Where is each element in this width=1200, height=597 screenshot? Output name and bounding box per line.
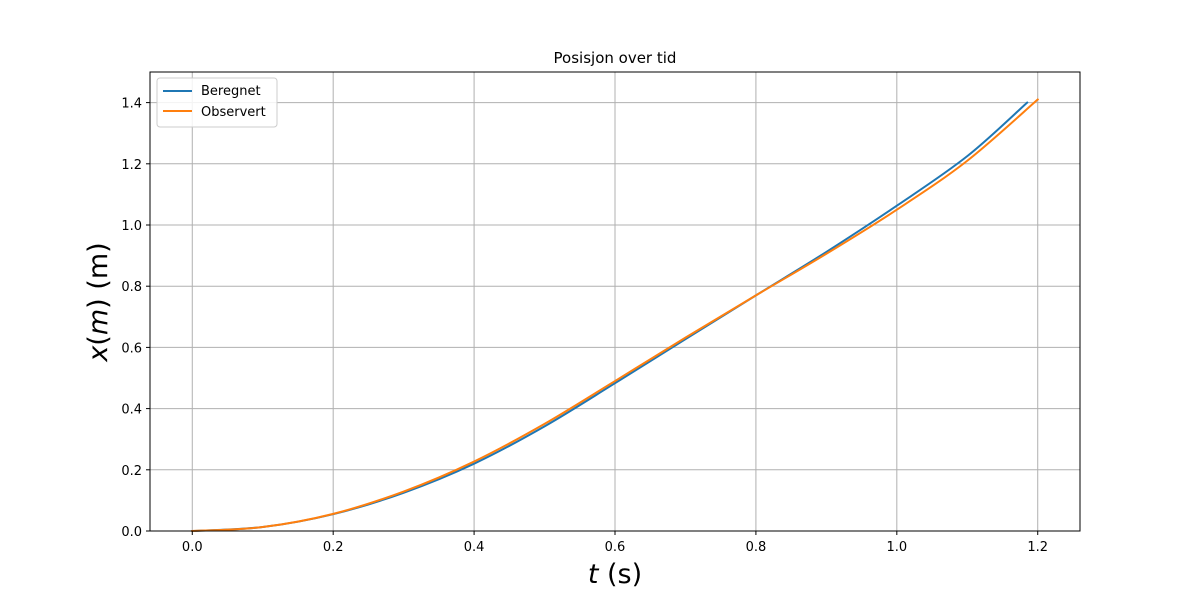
y-tick-label: 0.2 (121, 464, 142, 479)
legend-label-observert: Observert (201, 105, 266, 120)
y-tick-label: 0.0 (121, 525, 142, 540)
series-line-beregnet (191, 101, 1029, 533)
x-axis-label: t (s) (588, 559, 642, 590)
x-tick-label: 0.8 (746, 540, 767, 555)
y-tick-label: 0.8 (121, 280, 142, 295)
y-tick-label: 0.6 (121, 341, 142, 356)
grid (150, 72, 1080, 532)
x-tick-label: 0.4 (464, 540, 485, 555)
x-tick-label: 1.2 (1027, 540, 1048, 555)
y-tick-label: 0.4 (121, 403, 142, 418)
x-tick-label: 1.0 (886, 540, 907, 555)
x-tick-label: 0.6 (605, 540, 626, 555)
x-tick-label: 0.0 (182, 540, 203, 555)
plot-series (191, 98, 1040, 533)
y-tick-label: 1.2 (121, 158, 142, 173)
legend: Beregnet Observert (156, 77, 278, 128)
axis-ticks: 0.0 0.2 0.4 0.6 0.8 1.0 1.2 0.0 0.2 0.4 0.6 0.8 1.0 1… (121, 97, 1048, 555)
y-tick-label: 1.4 (121, 97, 142, 112)
chart-title: Posisjon over tid (554, 49, 677, 67)
x-tick-label: 0.2 (323, 540, 344, 555)
y-axis-label: x(m) (m) (83, 242, 114, 362)
y-tick-label: 1.0 (121, 219, 142, 234)
series-line-observert (191, 98, 1040, 533)
legend-label-beregnet: Beregnet (201, 84, 261, 99)
